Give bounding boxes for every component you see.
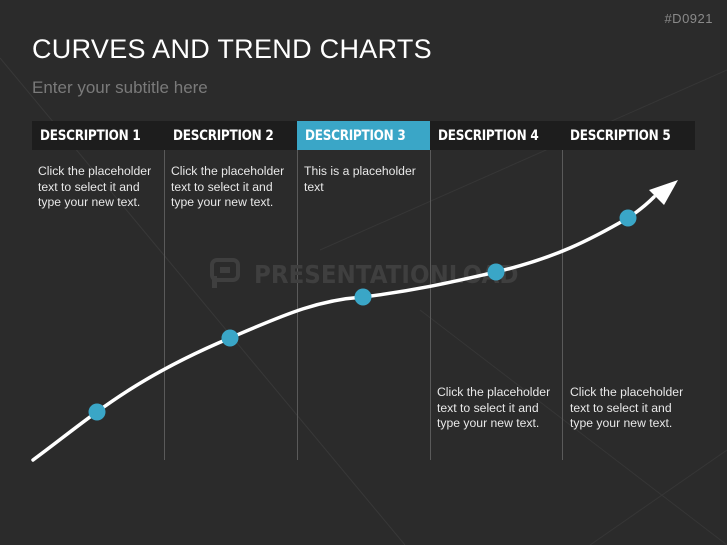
watermark-logo-icon	[210, 258, 240, 288]
header-row: DESCRIPTION 1 DESCRIPTION 2 DESCRIPTION …	[32, 121, 695, 150]
description-text-4[interactable]: Click the placeholder text to select it …	[437, 385, 551, 430]
description-text-5[interactable]: Click the placeholder text to select it …	[570, 385, 684, 430]
column-divider	[430, 150, 431, 460]
column-header-label: DESCRIPTION 5	[570, 127, 671, 144]
slide-code: #D0921	[664, 11, 713, 26]
description-text-1[interactable]: Click the placeholder text to select it …	[38, 164, 152, 209]
watermark-text: PRESENTATIONLOAD	[254, 259, 519, 289]
slide-title[interactable]: CURVES AND TREND CHARTS	[32, 34, 432, 64]
column-header-label: DESCRIPTION 3	[305, 127, 406, 144]
column-divider	[297, 150, 298, 460]
column-header-4[interactable]: DESCRIPTION 4	[430, 121, 563, 150]
column-header-5[interactable]: DESCRIPTION 5	[562, 121, 695, 150]
column-divider	[164, 150, 165, 460]
trend-arrowhead-icon	[649, 180, 678, 205]
trend-line	[31, 195, 656, 462]
column-divider	[562, 150, 563, 460]
description-text-3[interactable]: This is a placeholder text	[304, 164, 416, 194]
column-header-label: DESCRIPTION 2	[172, 127, 274, 144]
description-text-2[interactable]: Click the placeholder text to select it …	[171, 164, 285, 209]
watermark: PRESENTATIONLOAD	[210, 258, 541, 290]
column-header-3[interactable]: DESCRIPTION 3	[297, 121, 430, 150]
column-header-label: DESCRIPTION 4	[437, 127, 539, 144]
trend-marker	[487, 263, 505, 281]
slide-subtitle[interactable]: Enter your subtitle here	[32, 78, 208, 97]
trend-marker	[619, 209, 637, 227]
trend-marker	[354, 288, 372, 306]
trend-marker	[88, 403, 106, 421]
column-header-2[interactable]: DESCRIPTION 2	[165, 121, 298, 150]
column-header-1[interactable]: DESCRIPTION 1	[32, 121, 165, 150]
trend-marker	[221, 329, 239, 347]
column-header-label: DESCRIPTION 1	[40, 127, 141, 144]
